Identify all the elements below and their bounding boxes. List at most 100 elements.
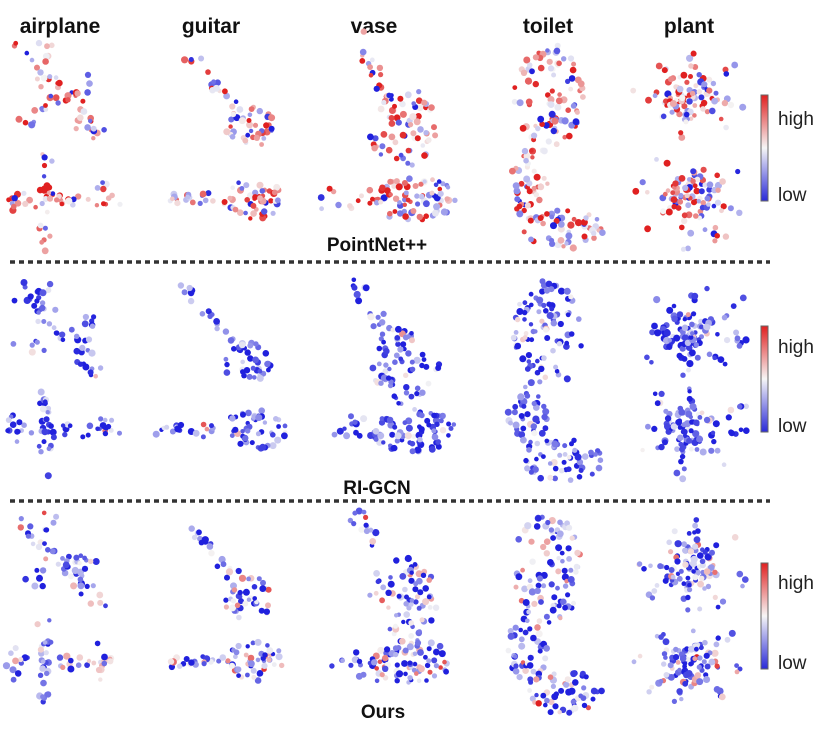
point — [681, 217, 688, 225]
point — [200, 434, 206, 440]
point — [414, 193, 420, 199]
point — [728, 430, 736, 437]
point — [658, 678, 664, 684]
point — [692, 183, 698, 189]
point — [238, 598, 244, 605]
point — [103, 603, 108, 609]
point — [355, 672, 363, 680]
point — [541, 583, 547, 589]
point — [529, 558, 536, 565]
point — [550, 320, 557, 327]
point — [228, 116, 235, 123]
point — [10, 676, 17, 683]
point — [574, 453, 582, 461]
point — [95, 666, 103, 674]
point — [252, 596, 257, 601]
point — [546, 301, 552, 307]
point — [403, 384, 410, 391]
point — [90, 583, 96, 589]
point — [424, 662, 431, 669]
point — [541, 355, 547, 361]
point — [523, 152, 531, 160]
point — [712, 594, 718, 601]
point — [551, 671, 557, 677]
point — [84, 583, 90, 590]
point — [52, 306, 59, 313]
point — [228, 124, 233, 129]
point — [391, 183, 397, 189]
point — [548, 581, 555, 588]
point — [400, 341, 407, 348]
point — [539, 318, 545, 324]
point — [414, 671, 419, 676]
point — [419, 389, 426, 396]
point — [534, 440, 541, 447]
point — [42, 640, 48, 645]
point — [392, 645, 399, 652]
point — [14, 670, 22, 677]
point — [367, 200, 373, 206]
point — [439, 412, 446, 420]
point — [663, 655, 668, 660]
point — [714, 663, 720, 669]
point — [547, 559, 554, 566]
point — [412, 183, 419, 189]
point-cloud-toilet — [505, 608, 605, 716]
point — [678, 458, 684, 465]
point — [408, 633, 415, 639]
point — [537, 215, 544, 221]
point — [678, 408, 686, 416]
point — [551, 72, 557, 78]
point — [247, 342, 254, 349]
point — [523, 331, 529, 336]
point — [508, 420, 513, 426]
point — [372, 428, 380, 435]
point — [42, 399, 48, 405]
point — [256, 671, 262, 677]
point — [34, 298, 40, 304]
point — [519, 355, 527, 363]
point — [356, 432, 363, 439]
point — [557, 452, 563, 458]
point — [536, 575, 544, 582]
point — [376, 64, 384, 72]
point — [436, 642, 444, 650]
point — [637, 653, 643, 659]
point — [44, 209, 50, 215]
point — [541, 403, 547, 410]
point — [566, 524, 573, 531]
point — [352, 510, 358, 516]
point — [213, 84, 220, 92]
point — [12, 645, 19, 652]
point — [396, 401, 401, 406]
point — [185, 194, 191, 200]
point — [721, 99, 729, 107]
point — [521, 229, 527, 235]
point — [391, 393, 398, 400]
point — [686, 395, 693, 402]
point — [355, 198, 361, 204]
point — [554, 368, 560, 374]
point — [530, 634, 537, 642]
point — [199, 311, 206, 317]
point — [551, 594, 558, 601]
point — [77, 361, 84, 367]
point — [413, 581, 419, 587]
point — [409, 448, 416, 455]
point — [569, 535, 575, 541]
point-cloud-airplane — [10, 279, 104, 379]
point — [81, 565, 89, 572]
point — [722, 233, 730, 240]
point — [684, 193, 690, 199]
point — [421, 99, 428, 106]
point — [529, 302, 534, 308]
point — [34, 567, 40, 573]
point — [248, 216, 253, 221]
point — [702, 549, 708, 555]
point — [679, 94, 686, 102]
point — [719, 178, 726, 185]
point — [555, 544, 563, 552]
point — [430, 177, 435, 183]
point — [55, 100, 61, 106]
point — [563, 287, 571, 295]
